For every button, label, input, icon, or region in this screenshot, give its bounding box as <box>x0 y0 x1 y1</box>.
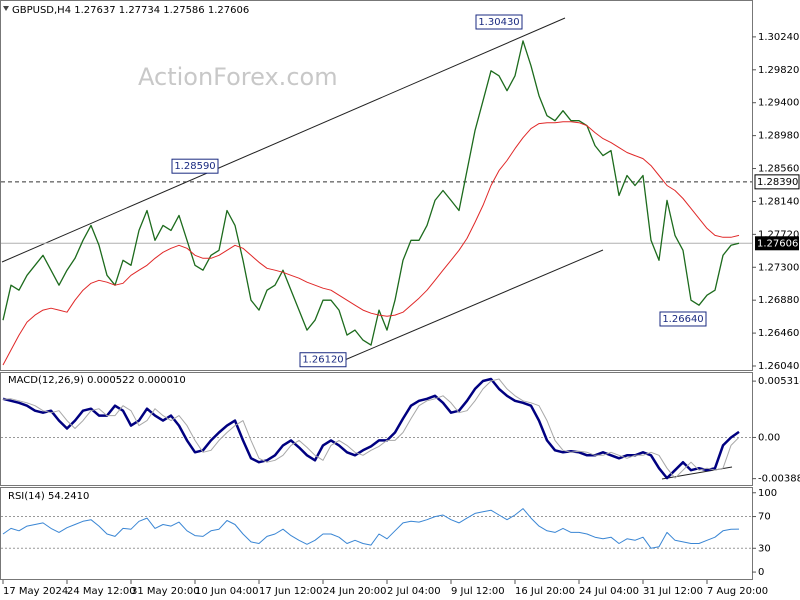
annotation-label: 1.26640 <box>662 314 703 325</box>
x-tick-label: 16 Jul 20:00 <box>515 586 575 597</box>
x-tick-label: 31 Jul 12:00 <box>643 586 703 597</box>
y-tick-label: 1.27300 <box>758 262 799 273</box>
x-tick-label: 10 Jun 04:00 <box>195 586 259 597</box>
watermark: ActionForex.com <box>138 63 338 91</box>
price-panel <box>0 0 753 371</box>
y-tick-label: 1.28140 <box>758 196 799 207</box>
annotation-box <box>475 14 523 30</box>
x-tick-label: 17 May 2024 <box>3 586 68 597</box>
series-line <box>2 378 740 479</box>
series-line <box>2 508 740 549</box>
rsi-title: RSI(14) 54.2410 <box>8 491 89 502</box>
y-tick-label: 30 <box>758 543 771 554</box>
y-tick-label: 100 <box>758 488 777 499</box>
x-tick-label: 24 Jun 20:00 <box>323 586 387 597</box>
x-tick-label: 7 Aug 20:00 <box>707 586 768 597</box>
chart-header: GBPUSD,H4 1.27637 1.27734 1.27586 1.2760… <box>12 5 249 16</box>
symbol-icon <box>3 6 9 11</box>
x-tick-label: 24 Jul 04:00 <box>579 586 639 597</box>
y-tick-label: 1.30240 <box>758 32 799 43</box>
y-tick-label: 0.00 <box>758 432 780 443</box>
y-tick-label: 1.26880 <box>758 295 799 306</box>
macd-panel <box>0 372 753 486</box>
y-tick-label: 1.26040 <box>758 361 799 372</box>
rsi-panel <box>0 487 753 580</box>
y-tick-label: 1.27720 <box>758 229 799 240</box>
y-tick-label: 0.005314 <box>758 376 800 387</box>
y-tick-label: 0 <box>758 567 764 578</box>
x-tick-label: 31 May 20:00 <box>131 586 200 597</box>
y-tick-label: 1.26460 <box>758 328 799 339</box>
series-line <box>2 377 740 480</box>
x-tick-label: 9 Jul 12:00 <box>451 586 505 597</box>
annotation-label: 1.26120 <box>302 355 343 366</box>
trend-line <box>339 249 604 363</box>
last-price-label: 1.27606 <box>757 238 798 249</box>
y-tick-label: -0.003885 <box>758 474 800 485</box>
y-tick-label: 1.28980 <box>758 131 799 142</box>
level-label: 1.28390 <box>757 177 798 188</box>
x-tick-label: 17 Jun 12:00 <box>259 586 323 597</box>
annotation-label: 1.28590 <box>174 161 215 172</box>
series-line <box>2 121 740 366</box>
level-label-box <box>754 174 800 190</box>
x-tick-label: 2 Jul 04:00 <box>387 586 441 597</box>
annotation-label: 1.30430 <box>478 17 519 28</box>
y-tick-label: 1.29820 <box>758 65 799 76</box>
annotation-box <box>171 158 219 174</box>
annotation-box <box>659 311 707 327</box>
macd-title: MACD(12,26,9) 0.000522 0.000010 <box>8 375 186 386</box>
y-tick-label: 1.29400 <box>758 98 799 109</box>
trend-line <box>1 17 566 263</box>
x-tick-label: 24 May 12:00 <box>67 586 136 597</box>
series-line <box>2 40 740 346</box>
annotation-box <box>299 352 347 368</box>
last-price-box <box>755 236 799 251</box>
y-tick-label: 70 <box>758 512 771 523</box>
y-tick-label: 1.28560 <box>758 164 799 175</box>
